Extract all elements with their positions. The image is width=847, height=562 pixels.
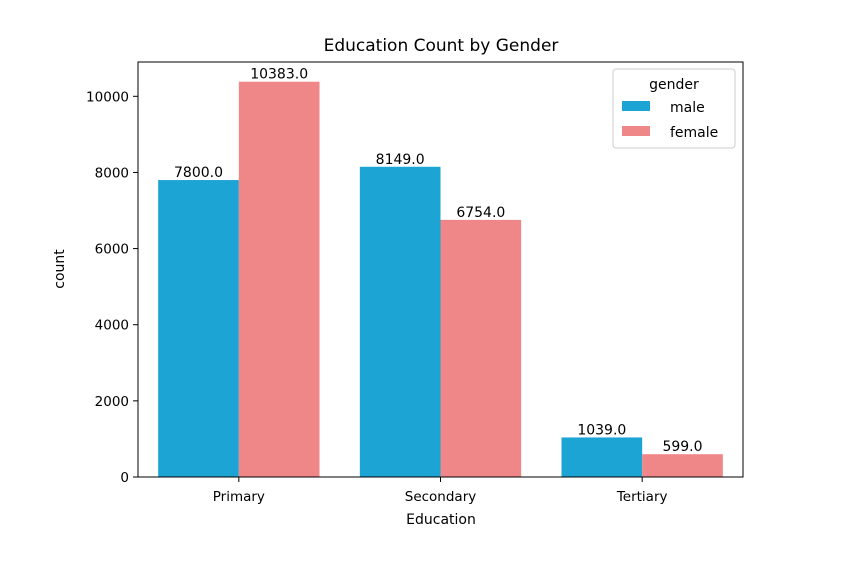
- y-axis-label: count: [52, 249, 68, 289]
- legend-label-male: male: [670, 100, 705, 116]
- x-axis-label: Education: [406, 512, 476, 528]
- data-labels: 7800.0 10383.0 8149.0 6754.0 1039.0 599.0: [174, 67, 703, 455]
- legend-swatch-male: [622, 101, 650, 111]
- chart-title: Education Count by Gender: [324, 36, 559, 56]
- data-label-female-secondary: 6754.0: [456, 205, 505, 221]
- data-label-female-primary: 10383.0: [250, 67, 308, 83]
- data-label-male-tertiary: 1039.0: [577, 422, 626, 438]
- y-axis: 0 2000 4000 6000 8000 10000: [86, 89, 138, 486]
- legend: gender male female: [612, 68, 736, 149]
- data-label-male-primary: 7800.0: [174, 165, 223, 181]
- bar-female-primary: [238, 81, 320, 477]
- legend-label-female: female: [670, 125, 718, 141]
- y-tick-label: 4000: [95, 318, 129, 334]
- x-axis: Primary Secondary Tertiary: [213, 477, 668, 505]
- y-tick-label: 8000: [95, 165, 129, 181]
- y-tick-label: 10000: [86, 89, 129, 105]
- legend-swatch-female: [622, 126, 650, 136]
- y-tick-label: 6000: [95, 242, 129, 258]
- bar-male-primary: [158, 180, 239, 478]
- y-tick-label: 0: [120, 470, 129, 486]
- x-tick-label: Secondary: [405, 489, 477, 505]
- data-label-female-tertiary: 599.0: [662, 439, 702, 455]
- legend-title: gender: [649, 77, 699, 93]
- y-tick-label: 2000: [95, 394, 129, 410]
- x-tick-label: Primary: [213, 489, 265, 505]
- plot-frame: [137, 61, 744, 478]
- bars: [158, 81, 723, 478]
- bar-male-secondary: [359, 166, 441, 477]
- bar-female-tertiary: [642, 454, 723, 477]
- x-tick-label: Tertiary: [616, 489, 668, 505]
- data-label-male-secondary: 8149.0: [376, 152, 425, 168]
- bar-male-tertiary: [561, 437, 643, 477]
- bar-female-secondary: [440, 219, 522, 477]
